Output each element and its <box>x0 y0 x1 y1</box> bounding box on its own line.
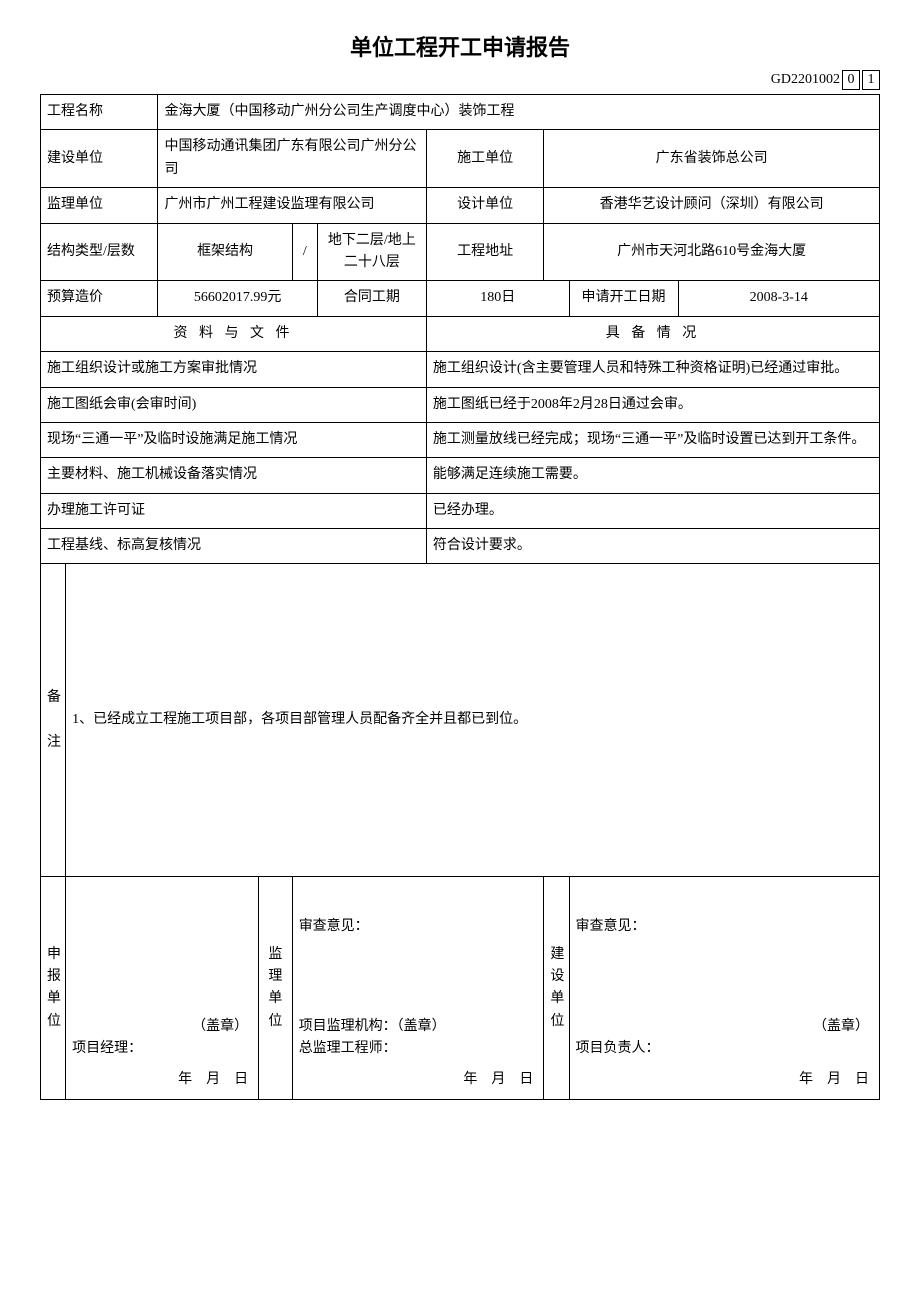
sig-apply-unit: （盖章） 项目经理： 年 月 日 <box>66 877 259 1100</box>
doc-number-box-2: 1 <box>862 70 880 90</box>
status-row-4: 已经办理。 <box>426 493 879 528</box>
value-structure-left: 框架结构 <box>158 223 292 281</box>
doc-row-1: 施工图纸会审(会审时间) <box>41 387 427 422</box>
doc-row-5: 工程基线、标高复核情况 <box>41 529 427 564</box>
pm-label: 项目经理： <box>72 1038 252 1060</box>
value-project-name: 金海大厦（中国移动广州分公司生产调度中心）装饰工程 <box>158 95 880 130</box>
review-opinion-1: 审查意见： <box>299 916 538 976</box>
value-contract-period: 180日 <box>426 281 569 316</box>
label-design-unit: 设计单位 <box>426 188 543 223</box>
label-contract-period: 合同工期 <box>317 281 426 316</box>
label-build-org: 建 设 单 位 <box>544 877 569 1100</box>
date-build: 年 月 日 <box>799 1069 869 1091</box>
value-structure-right: 地下二层/地上二十八层 <box>317 223 426 281</box>
date-supervise: 年 月 日 <box>463 1069 533 1091</box>
label-address: 工程地址 <box>426 223 543 281</box>
seal-apply: （盖章） <box>72 1016 252 1038</box>
value-budget: 56602017.99元 <box>158 281 317 316</box>
value-design-unit: 香港华艺设计顾问（深圳）有限公司 <box>544 188 880 223</box>
chief-supervisor-label: 总监理工程师： <box>299 1038 538 1060</box>
status-row-5: 符合设计要求。 <box>426 529 879 564</box>
doc-number: GD220100201 <box>40 70 880 90</box>
review-opinion-2: 审查意见： <box>576 916 874 976</box>
status-row-2: 施工测量放线已经完成；现场“三通一平”及临时设置已达到开工条件。 <box>426 422 879 457</box>
value-structure-sep: / <box>292 223 317 281</box>
seal-build: （盖章） <box>576 1016 874 1038</box>
value-address: 广州市天河北路610号金海大厦 <box>544 223 880 281</box>
label-notes: 备 注 <box>41 564 66 877</box>
label-supervise-org: 监 理 单 位 <box>259 877 293 1100</box>
label-budget: 预算造价 <box>41 281 158 316</box>
doc-row-3: 主要材料、施工机械设备落实情况 <box>41 458 427 493</box>
label-project-name: 工程名称 <box>41 95 158 130</box>
header-docs: 资 料 与 文 件 <box>41 316 427 351</box>
label-supervise-unit: 监理单位 <box>41 188 158 223</box>
status-row-0: 施工组织设计(含主要管理人员和特殊工种资格证明)已经通过审批。 <box>426 352 879 387</box>
label-apply-unit: 申 报 单 位 <box>41 877 66 1100</box>
doc-number-prefix: GD2201002 <box>771 72 840 87</box>
date-apply: 年 月 日 <box>178 1069 248 1091</box>
value-apply-date: 2008-3-14 <box>678 281 879 316</box>
header-status: 具 备 情 况 <box>426 316 879 351</box>
label-build-unit: 建设单位 <box>41 130 158 188</box>
value-build-unit: 中国移动通讯集团广东有限公司广州分公司 <box>158 130 426 188</box>
doc-row-2: 现场“三通一平”及临时设施满足施工情况 <box>41 422 427 457</box>
label-construct-unit: 施工单位 <box>426 130 543 188</box>
sig-supervise-unit: 审查意见： 项目监理机构：（盖章） 总监理工程师： 年 月 日 <box>292 877 544 1100</box>
doc-row-0: 施工组织设计或施工方案审批情况 <box>41 352 427 387</box>
status-row-3: 能够满足连续施工需要。 <box>426 458 879 493</box>
status-row-1: 施工图纸已经于2008年2月28日通过会审。 <box>426 387 879 422</box>
label-structure: 结构类型/层数 <box>41 223 158 281</box>
supervise-body-label: 项目监理机构：（盖章） <box>299 1016 538 1038</box>
value-supervise-unit: 广州市广州工程建设监理有限公司 <box>158 188 426 223</box>
notes-content: 1、已经成立工程施工项目部，各项目部管理人员配备齐全并且都已到位。 <box>66 564 880 877</box>
sig-build-unit: 审查意见： （盖章） 项目负责人： 年 月 日 <box>569 877 880 1100</box>
project-owner-label: 项目负责人： <box>576 1038 874 1060</box>
label-apply-date: 申请开工日期 <box>569 281 678 316</box>
doc-number-box-1: 0 <box>842 70 860 90</box>
doc-row-4: 办理施工许可证 <box>41 493 427 528</box>
value-construct-unit: 广东省装饰总公司 <box>544 130 880 188</box>
main-table: 工程名称 金海大厦（中国移动广州分公司生产调度中心）装饰工程 建设单位 中国移动… <box>40 94 880 1100</box>
page-title: 单位工程开工申请报告 <box>40 30 880 62</box>
